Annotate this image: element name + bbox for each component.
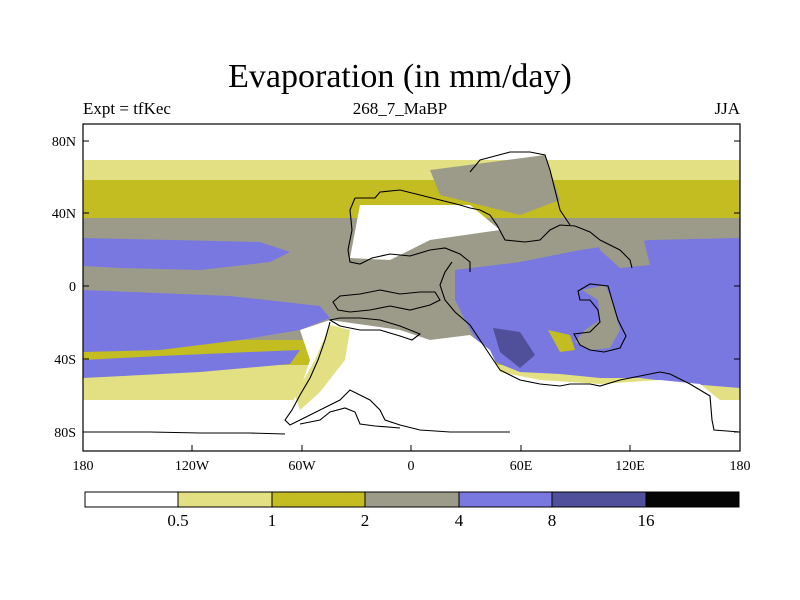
x-tick-label: 0: [408, 459, 415, 474]
plot-title: Evaporation (in mm/day): [228, 58, 572, 95]
time-label: 268_7_MaBP: [352, 99, 448, 118]
x-tick-label: 60E: [510, 459, 533, 474]
coastlines: [83, 151, 741, 435]
x-tick-label: 120E: [615, 459, 645, 474]
x-tick-label: 120W: [175, 459, 210, 474]
colorbar-swatch: [552, 492, 646, 507]
y-tick-label: 80N: [52, 135, 76, 150]
y-tick-label: 40S: [54, 353, 76, 368]
colorbar-label: 1: [268, 511, 277, 530]
x-tick-label: 180: [73, 459, 94, 474]
colorbar-swatch: [85, 492, 178, 507]
colorbar-label: 8: [548, 511, 557, 530]
colorbar-label: 0.5: [167, 511, 188, 530]
x-tick-label: 60W: [288, 459, 316, 474]
colorbar-swatch: [272, 492, 365, 507]
colorbar-label: 2: [361, 511, 370, 530]
colorbar-swatch: [365, 492, 459, 507]
season-label: JJA: [714, 99, 740, 118]
colorbar-label: 4: [455, 511, 464, 530]
colorbar: 0.5 1 2 4 8 16: [84, 491, 740, 530]
evaporation-field: [83, 124, 740, 451]
colorbar-swatch: [178, 492, 272, 507]
colorbar-swatch: [646, 492, 739, 507]
y-tick-label: 80S: [54, 426, 76, 441]
y-tick-label: 40N: [52, 207, 76, 222]
experiment-label: Expt = tfKec: [83, 99, 171, 118]
y-tick-marks: [83, 140, 740, 433]
colorbar-label: 16: [638, 511, 655, 530]
y-tick-label: 0: [69, 280, 76, 295]
colorbar-swatch: [459, 492, 552, 507]
x-tick-label: 180: [730, 459, 751, 474]
x-tick-marks: [82, 445, 741, 451]
